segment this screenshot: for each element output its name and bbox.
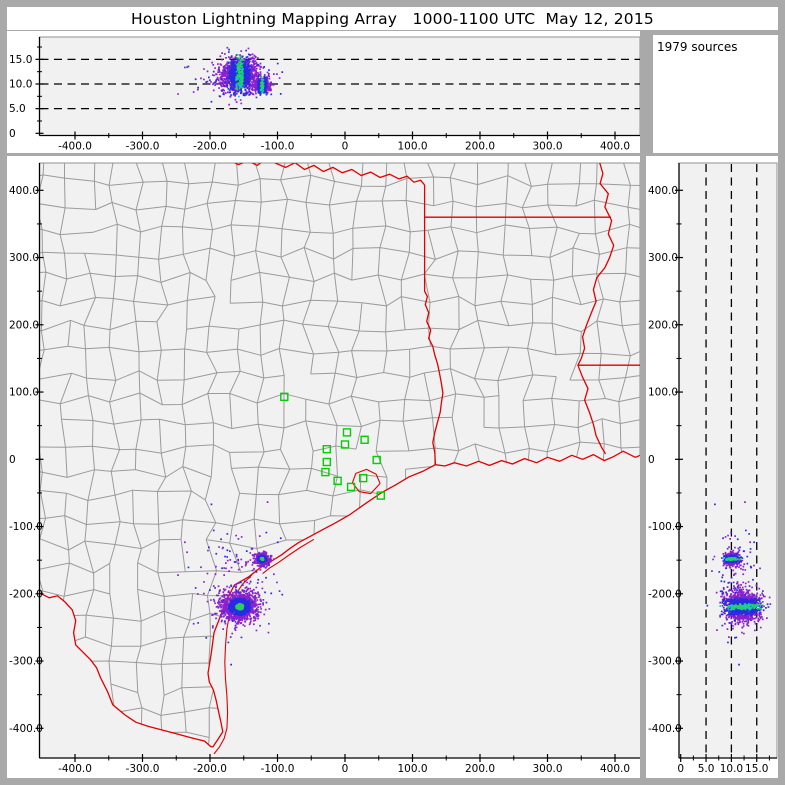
tick-label: -200.0 [648, 588, 682, 600]
tick-label: 0 [342, 141, 349, 153]
station-marker [360, 435, 369, 444]
tick-label: 300.0 [532, 141, 562, 153]
station-marker [322, 445, 331, 454]
figure-title: Houston Lightning Mapping Array 1000-110… [7, 7, 778, 30]
station-marker [359, 473, 368, 483]
tick-label: 15.0 [9, 54, 32, 66]
sources-count-box: 1979 sources [653, 35, 778, 153]
state-border-eastern-border [423, 184, 444, 465]
tick-label: -300.0 [648, 656, 682, 668]
water-mask [39, 451, 640, 758]
station-marker [340, 440, 350, 449]
tick-label: 0 [9, 128, 16, 140]
tick-label: -100.0 [9, 521, 43, 533]
station-marker [321, 467, 330, 477]
tick-label: -100.0 [261, 141, 295, 153]
state-border-gulf-coast [207, 450, 640, 748]
tick-label: -300.0 [126, 763, 160, 775]
tick-label: 200.0 [465, 141, 495, 153]
points-outer [177, 501, 281, 638]
tick-label: 200.0 [465, 763, 495, 775]
points-peak [726, 557, 764, 611]
altitude-ew-plot: 0 5.0 10.0 15.0 -400.0 -300.0 -200.0 -100.0 0 100… [9, 36, 640, 153]
tick-label: 10.0 [9, 79, 32, 91]
tick-label: 300.0 [648, 252, 678, 264]
axes [35, 37, 640, 140]
tick-label: 100.0 [397, 763, 427, 775]
tick-label: -200.0 [9, 588, 43, 600]
tick-label: 100.0 [9, 387, 39, 399]
tick-label: -400.0 [9, 723, 43, 735]
lightning-source-points [177, 501, 284, 666]
tick-label: -300.0 [126, 141, 160, 153]
tick-label: 300.0 [532, 763, 562, 775]
plot-area-background [39, 36, 640, 136]
tick-label: 300.0 [9, 252, 39, 264]
plan-view-map: 400.0 300.0 200.0 100.0 0 -100.0 -200.0 -300.0 -… [9, 162, 640, 775]
state-border-galveston-bay [351, 468, 381, 495]
points-core [719, 556, 763, 611]
points-peak [235, 557, 265, 611]
panel-plan-view: 400.0 300.0 200.0 100.0 0 -100.0 -200.0 -300.0 -… [7, 156, 640, 778]
tick-label: -400.0 [648, 723, 682, 735]
state-border-matagorda-island [262, 538, 315, 575]
tick-label: 200.0 [648, 319, 678, 331]
axes [35, 163, 640, 762]
tick-label: -100.0 [261, 763, 295, 775]
altitude-gridlines [705, 164, 758, 758]
station-markers [280, 392, 385, 500]
tick-label: -400.0 [58, 141, 92, 153]
tick-label: 0 [677, 763, 684, 775]
station-marker [280, 392, 289, 402]
state-border-mississippi-river [577, 163, 615, 455]
tick-label: 400.0 [648, 185, 678, 197]
station-marker [342, 428, 352, 437]
axes [675, 163, 777, 762]
tick-label: 0 [648, 454, 655, 466]
tick-label: 15.0 [745, 763, 768, 775]
tick-label: 0 [342, 763, 349, 775]
station-marker [333, 476, 342, 485]
tick-label: -100.0 [648, 521, 682, 533]
lightning-source-points [706, 501, 772, 666]
tick-label: -200.0 [193, 141, 227, 153]
tick-label: 400.0 [600, 763, 630, 775]
altitude-gridlines [40, 58, 640, 110]
panel-altitude-ew: 0 5.0 10.0 15.0 -400.0 -300.0 -200.0 -100.0 0 100… [7, 31, 640, 153]
state-border-red-river [218, 163, 426, 186]
tick-label: 200.0 [9, 319, 39, 331]
station-marker [346, 482, 356, 492]
state-border-rio-grande [39, 592, 213, 748]
tick-label: 100.0 [648, 387, 678, 399]
altitude-ns-plot: 400.0 300.0 200.0 100.0 0 -100.0 -200.0 -300.0 -… [648, 162, 778, 775]
tick-label: 10.0 [720, 763, 743, 775]
tick-label: -200.0 [193, 763, 227, 775]
sources-count-label: 1979 sources [657, 40, 738, 54]
tick-label: 400.0 [9, 185, 39, 197]
tick-label: 100.0 [397, 141, 427, 153]
tick-label: 400.0 [600, 141, 630, 153]
plot-area-background [678, 162, 778, 759]
station-marker [376, 491, 385, 500]
station-marker [322, 457, 331, 467]
tick-label: 5.0 [9, 103, 26, 115]
tick-label: 5.0 [698, 763, 715, 775]
panel-altitude-ns: 400.0 300.0 200.0 100.0 0 -100.0 -200.0 -300.0 -… [646, 156, 778, 778]
tick-label: -400.0 [58, 763, 92, 775]
tick-label: 0 [9, 454, 16, 466]
station-marker [372, 455, 381, 465]
lightning-source-points [177, 46, 284, 110]
points-peak [235, 54, 265, 91]
tick-label: -300.0 [9, 656, 43, 668]
state-borders [39, 163, 640, 755]
points-mid [706, 503, 770, 666]
